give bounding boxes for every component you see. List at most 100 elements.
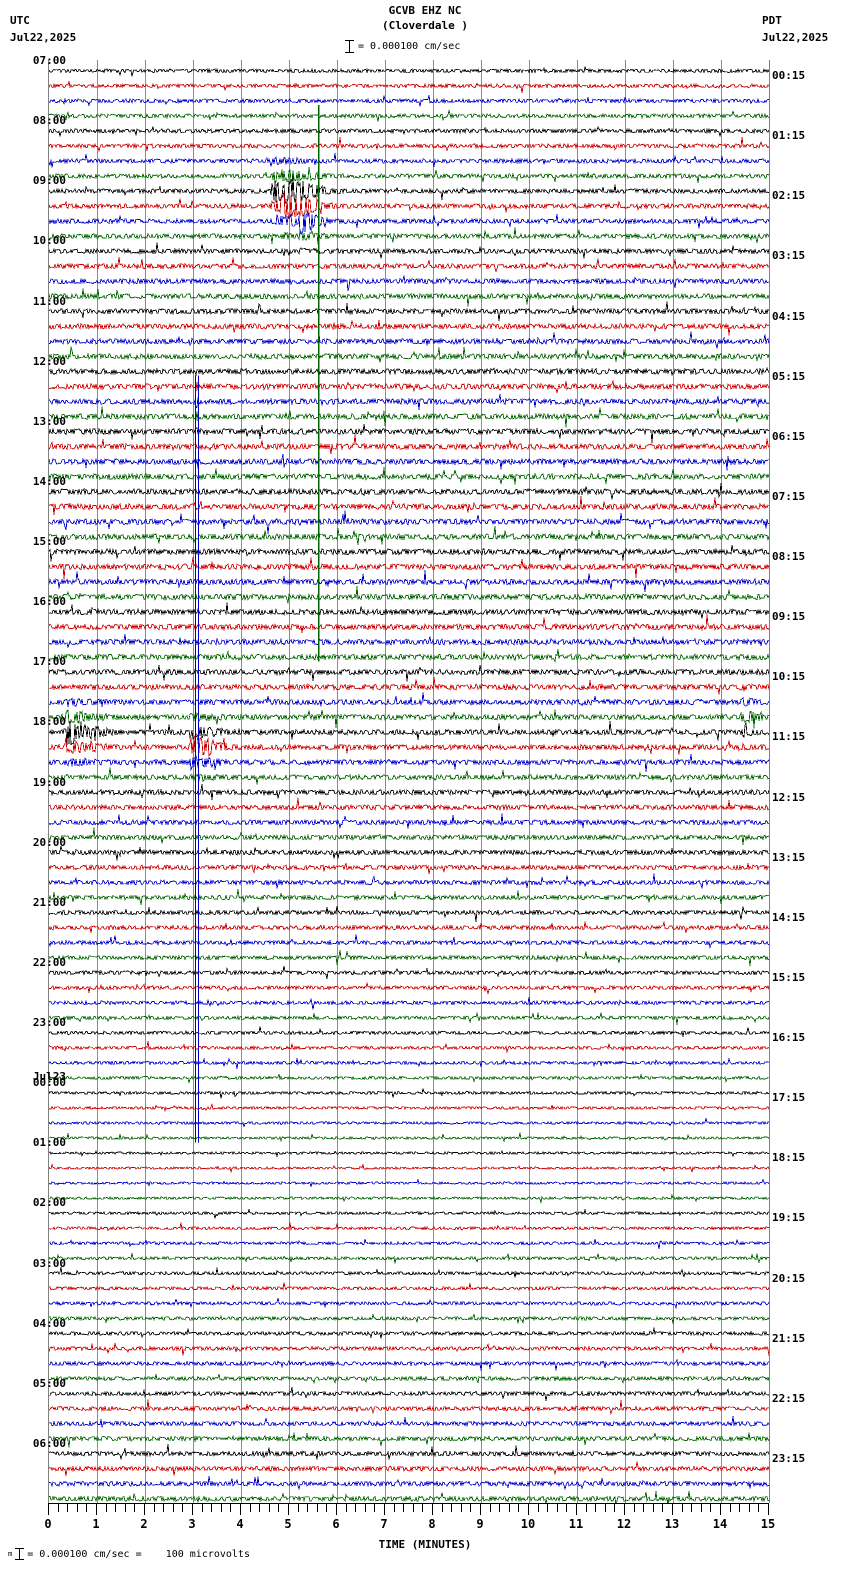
gridline-minute-12 (625, 60, 626, 1503)
x-tick-minor (653, 1504, 654, 1512)
x-tick-minor (211, 1504, 212, 1512)
trace-row-11 (49, 227, 769, 245)
pdt-label-10-15: 10:15 (772, 670, 806, 684)
x-tick-minor (307, 1504, 308, 1512)
utc-label-21-00: 21:00 (32, 895, 66, 909)
utc-label-08-00: 08:00 (32, 114, 66, 128)
trace-row-19 (49, 346, 769, 363)
trace-row-33 (49, 557, 769, 579)
trace-row-84 (49, 1327, 769, 1340)
trace-row-35 (49, 586, 769, 604)
trace-row-70 (49, 1118, 769, 1128)
trace-row-72 (49, 1149, 769, 1158)
x-tick-minor (298, 1504, 299, 1512)
pdt-label-02-15: 02:15 (772, 189, 806, 203)
trace-row-57 (49, 921, 769, 934)
trace-row-62 (49, 996, 769, 1010)
pdt-label-11-15: 11:15 (772, 730, 806, 744)
scale-bar-icon (15, 1548, 25, 1560)
x-tick-major-9 (480, 1504, 481, 1515)
trace-row-51 (49, 827, 769, 846)
x-tick-minor (394, 1504, 395, 1512)
x-tick-minor (662, 1504, 663, 1512)
trace-row-38 (49, 634, 769, 649)
utc-label-00-00: 00:00 (32, 1076, 66, 1090)
trace-row-16 (49, 301, 769, 322)
gridline-minute-1 (97, 60, 98, 1503)
trace-row-32 (49, 545, 769, 562)
trace-row-58 (49, 934, 769, 950)
x-tick-minor (749, 1504, 750, 1512)
trace-row-60 (49, 965, 769, 979)
x-tick-minor (115, 1504, 116, 1512)
trace-row-44 (49, 721, 769, 746)
x-tick-major-11 (576, 1504, 577, 1515)
trace-row-24 (49, 423, 769, 444)
utc-label-01-00: 01:00 (32, 1136, 66, 1150)
x-tick-minor (413, 1504, 414, 1512)
x-tick-minor (269, 1504, 270, 1512)
seismic-traces (49, 66, 769, 1503)
trace-row-29 (49, 496, 769, 516)
gridline-minute-14 (721, 60, 722, 1503)
utc-label-05-00: 05:00 (32, 1376, 66, 1390)
helicorder-plot[interactable] (48, 60, 770, 1503)
trace-row-22 (49, 394, 769, 411)
trace-row-37 (49, 614, 769, 634)
trace-row-36 (49, 602, 769, 619)
x-tick-minor (710, 1504, 711, 1512)
scale-bar-icon (345, 39, 354, 53)
trace-row-31 (49, 525, 769, 545)
x-tick-minor (163, 1504, 164, 1512)
pdt-label-20-15: 20:15 (772, 1271, 806, 1285)
x-tick-major-4 (240, 1504, 241, 1515)
x-tick-major-6 (336, 1504, 337, 1515)
x-tick-minor (730, 1504, 731, 1512)
x-tick-minor (509, 1504, 510, 1512)
utc-timezone-label: UTC (10, 14, 30, 27)
trace-row-50 (49, 813, 769, 830)
pdt-label-07-15: 07:15 (772, 489, 806, 503)
trace-row-15 (49, 288, 769, 307)
x-tick-label-10: 10 (520, 1517, 536, 1531)
trace-row-74 (49, 1178, 769, 1187)
trace-row-66 (49, 1057, 769, 1069)
x-tick-minor (278, 1504, 279, 1512)
station-location: (Cloverdale ) (381, 19, 469, 32)
utc-label-15-00: 15:00 (32, 535, 66, 548)
footer-scale-text: = 0.000100 cm/sec = 100 microvolts (27, 1548, 250, 1560)
trace-row-56 (49, 905, 769, 923)
trace-row-45 (49, 733, 769, 757)
pdt-label-08-15: 08:15 (772, 550, 806, 564)
utc-label-04-00: 04:00 (32, 1316, 66, 1330)
utc-label-13-00: 13:00 (32, 414, 66, 428)
x-tick-label-14: 14 (712, 1517, 728, 1531)
gridline-minute-9 (481, 60, 482, 1503)
trace-row-23 (49, 406, 769, 428)
trace-row-6 (49, 152, 769, 168)
pdt-label-12-15: 12:15 (772, 790, 806, 804)
gridline-minute-4 (241, 60, 242, 1503)
trace-row-8 (49, 176, 769, 205)
utc-label-03-00: 03:00 (32, 1256, 66, 1270)
x-tick-minor (547, 1504, 548, 1512)
trace-row-94 (49, 1475, 769, 1491)
pdt-label-05-15: 05:15 (772, 369, 806, 383)
trace-row-89 (49, 1399, 769, 1416)
trace-row-18 (49, 331, 769, 349)
trace-row-61 (49, 981, 769, 994)
trace-row-52 (49, 846, 769, 861)
pdt-label-19-15: 19:15 (772, 1211, 806, 1225)
utc-label-09-00: 09:00 (32, 174, 66, 188)
x-tick-minor (557, 1504, 558, 1512)
x-tick-major-13 (672, 1504, 673, 1515)
x-tick-label-2: 2 (140, 1517, 148, 1531)
x-tick-minor (643, 1504, 644, 1512)
x-tick-major-2 (144, 1504, 145, 1515)
x-tick-minor (154, 1504, 155, 1512)
trace-row-17 (49, 319, 769, 336)
trace-row-5 (49, 136, 769, 153)
x-tick-minor (355, 1504, 356, 1512)
x-tick-minor (86, 1504, 87, 1512)
x-tick-minor (605, 1504, 606, 1512)
